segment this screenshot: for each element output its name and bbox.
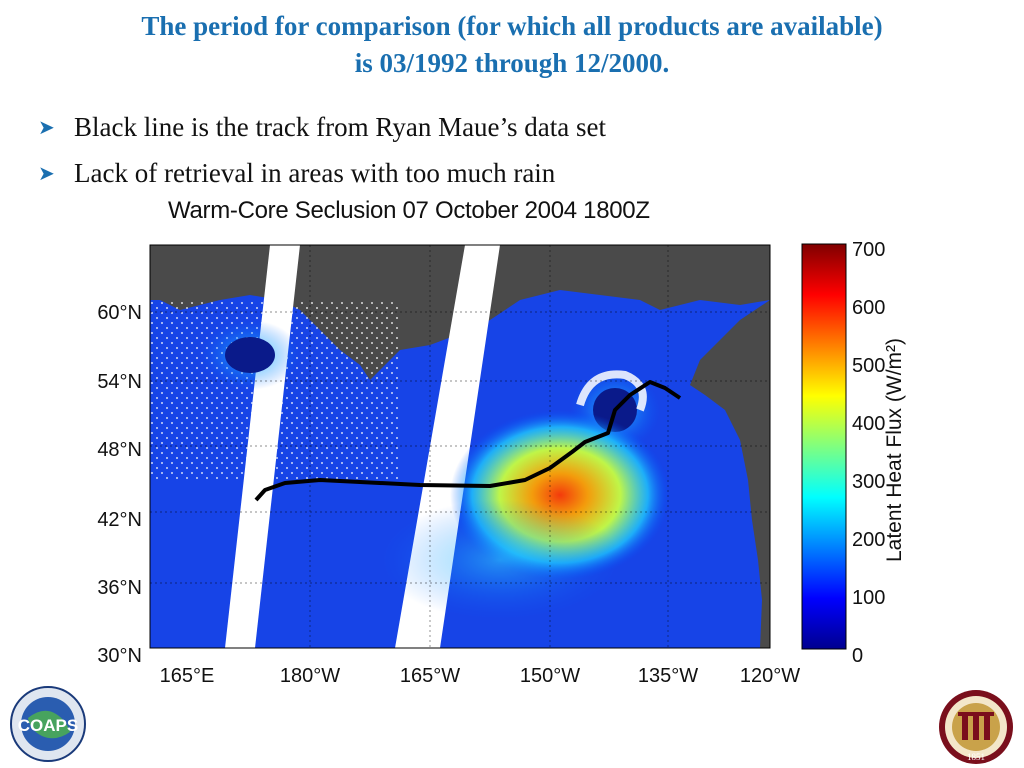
lat-label: 60°N <box>97 302 142 324</box>
colorbar-tick: 400 <box>852 413 885 435</box>
fsu-seal-logo: 1851 <box>936 688 1018 766</box>
map-area <box>150 245 770 648</box>
lat-label: 42°N <box>97 509 142 531</box>
lon-label: 135°W <box>638 665 698 687</box>
colorbar-tick: 300 <box>852 471 885 493</box>
lat-label: 30°N <box>97 645 142 667</box>
colorbar-tick: 600 <box>852 297 885 319</box>
colorbar-tick: 200 <box>852 529 885 551</box>
colorbar <box>802 244 846 649</box>
lon-label: 165°E <box>160 665 215 687</box>
colorbar-tick: 500 <box>852 355 885 377</box>
coaps-logo: COAPS <box>8 684 88 764</box>
lat-label: 54°N <box>97 371 142 393</box>
colorbar-label: Latent Heat Flux (W/m²) <box>883 338 907 562</box>
coaps-logo-text: COAPS <box>18 716 78 735</box>
colorbar-tick: 700 <box>852 239 885 261</box>
lon-label: 120°W <box>740 665 800 687</box>
lon-label: 150°W <box>520 665 580 687</box>
lon-label: 165°W <box>400 665 460 687</box>
lon-label: 180°W <box>280 665 340 687</box>
colorbar-tick: 100 <box>852 587 885 609</box>
colorbar-tick: 0 <box>852 645 863 667</box>
lat-label: 36°N <box>97 577 142 599</box>
lat-label: 48°N <box>97 439 142 461</box>
svg-text:1851: 1851 <box>967 752 985 762</box>
